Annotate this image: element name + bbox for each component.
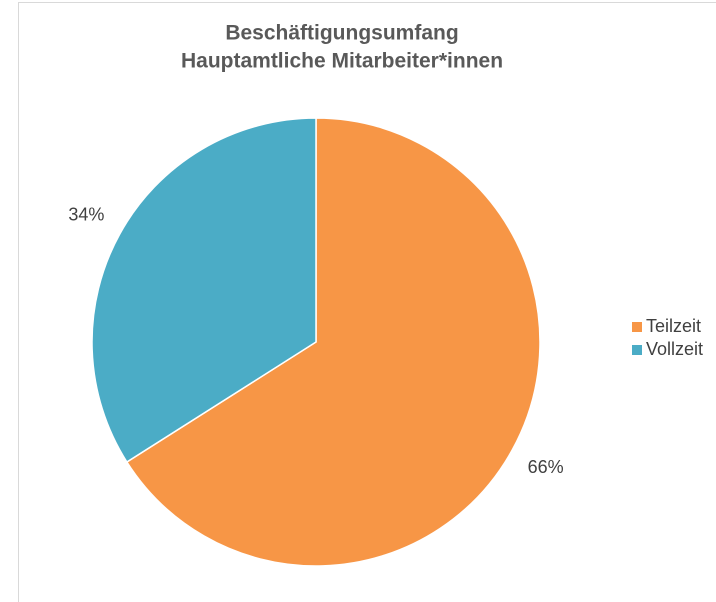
legend-label: Teilzeit xyxy=(646,316,701,336)
data-label: 34% xyxy=(68,205,104,225)
chart-subtitle: Hauptamtliche Mitarbeiter*innen xyxy=(181,50,503,73)
legend-label: Vollzeit xyxy=(646,339,703,359)
chart-title: Beschäftigungsumfang xyxy=(225,22,458,45)
pie-slice xyxy=(125,117,541,567)
pie-slice xyxy=(91,117,317,464)
legend-swatch xyxy=(632,322,642,332)
data-label: 66% xyxy=(528,457,564,477)
legend-swatch xyxy=(632,345,642,355)
